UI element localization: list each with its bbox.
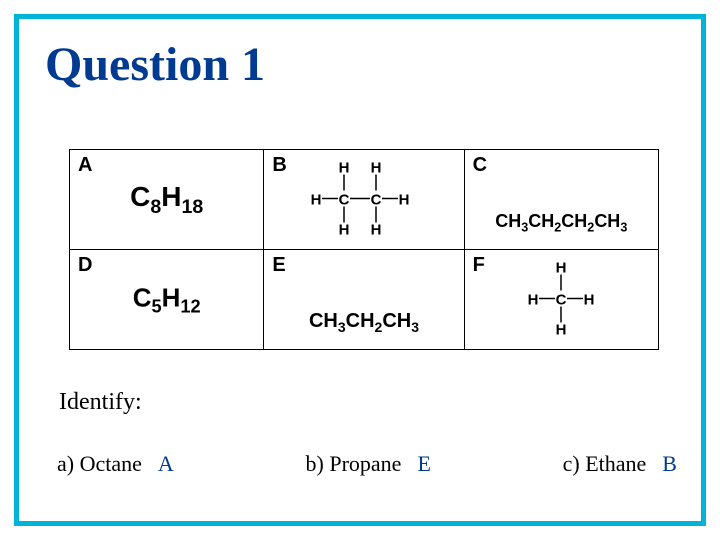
cell-e: E CH3CH2CH3 <box>264 250 464 350</box>
cell-label: B <box>272 154 286 177</box>
svg-text:H: H <box>371 159 382 176</box>
answer-propane: b) Propane E <box>306 451 431 477</box>
cell-structure: HHHCCHHH <box>304 158 424 241</box>
cell-c: C CH3CH2CH2CH3 <box>464 150 658 250</box>
cell-label: F <box>473 254 485 277</box>
svg-text:H: H <box>399 191 410 208</box>
cell-d: D C5H12 <box>70 250 264 350</box>
svg-text:H: H <box>528 291 539 308</box>
answers-row: a) Octane A b) Propane E c) Ethane B <box>57 451 677 477</box>
cell-label: C <box>473 154 487 177</box>
svg-text:H: H <box>339 221 350 236</box>
cell-b: B HHHCCHHH <box>264 150 464 250</box>
cell-formula: CH3CH2CH2CH3 <box>495 211 627 235</box>
cell-label: A <box>78 154 92 177</box>
svg-text:H: H <box>556 259 567 276</box>
answer-letter: A <box>158 451 174 477</box>
svg-text:H: H <box>584 291 595 308</box>
cell-formula: CH3CH2CH3 <box>309 310 419 335</box>
answer-question: b) Propane <box>306 451 402 477</box>
identify-label: Identify: <box>59 389 142 416</box>
cell-label: E <box>272 254 285 277</box>
svg-text:C: C <box>556 291 567 308</box>
answer-letter: B <box>662 451 677 477</box>
cell-f: F HHCHH <box>464 250 658 350</box>
molecule-grid: A C8H18 B HHHCCHHH C CH3CH2CH2CH3 D C5H1… <box>69 149 659 350</box>
cell-structure: HHCHH <box>521 258 601 341</box>
cell-label: D <box>78 254 92 277</box>
slide-frame: Question 1 A C8H18 B HHHCCHHH C CH3CH2CH… <box>14 14 706 526</box>
answer-letter: E <box>417 451 430 477</box>
cell-formula: C8H18 <box>130 181 203 219</box>
cell-formula: C5H12 <box>133 282 201 317</box>
svg-text:H: H <box>339 159 350 176</box>
svg-text:H: H <box>556 321 567 336</box>
answer-octane: a) Octane A <box>57 451 174 477</box>
svg-text:H: H <box>311 191 322 208</box>
cell-a: A C8H18 <box>70 150 264 250</box>
answer-ethane: c) Ethane B <box>563 451 677 477</box>
question-title: Question 1 <box>45 37 265 92</box>
svg-text:H: H <box>371 221 382 236</box>
svg-text:C: C <box>339 191 350 208</box>
answer-question: c) Ethane <box>563 451 647 477</box>
svg-text:C: C <box>371 191 382 208</box>
answer-question: a) Octane <box>57 451 142 477</box>
